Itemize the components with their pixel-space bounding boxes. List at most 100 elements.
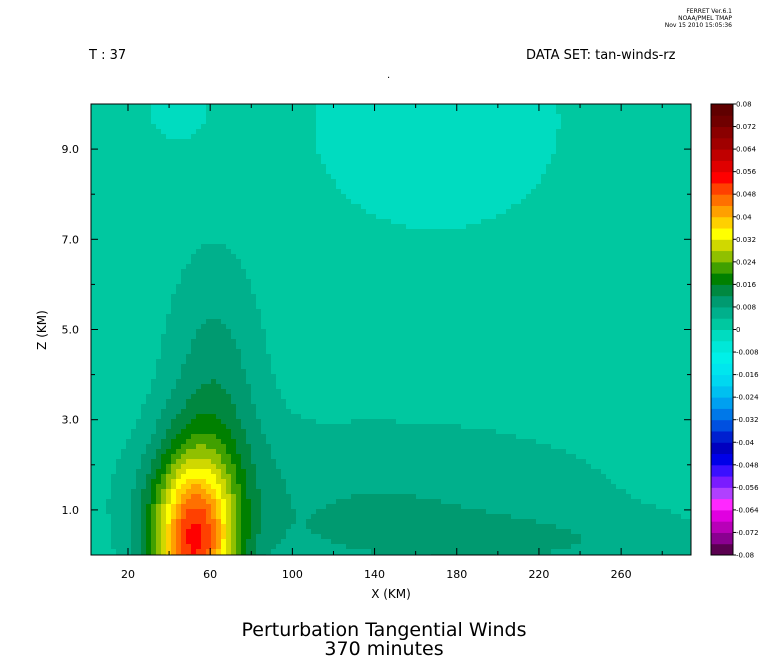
field-cell — [356, 164, 362, 170]
field-cell — [356, 109, 362, 115]
field-cell — [321, 299, 327, 305]
field-cell — [376, 249, 382, 255]
field-cell — [206, 294, 212, 300]
field-cell — [451, 159, 457, 165]
field-cell — [276, 234, 282, 240]
field-cell — [291, 144, 297, 150]
field-cell — [496, 249, 502, 255]
field-cell — [576, 159, 582, 165]
field-cell — [621, 204, 627, 210]
field-cell — [206, 104, 212, 110]
field-cell — [136, 134, 142, 140]
field-cell — [346, 304, 352, 310]
field-cell — [221, 109, 227, 115]
field-cell — [451, 279, 457, 285]
field-cell — [251, 159, 257, 165]
field-cell — [586, 229, 592, 235]
field-cell — [631, 114, 637, 120]
field-cell — [426, 169, 432, 175]
field-cell — [291, 249, 297, 255]
field-cell — [396, 159, 402, 165]
field-cell — [486, 234, 492, 240]
field-cell — [391, 184, 397, 190]
field-cell — [496, 159, 502, 165]
field-cell — [546, 214, 552, 220]
field-cell — [266, 174, 272, 180]
field-cell — [556, 214, 562, 220]
field-cell — [231, 104, 237, 110]
field-cell — [246, 219, 252, 225]
field-cell — [236, 284, 242, 290]
field-cell — [571, 134, 577, 140]
field-cell — [421, 219, 427, 225]
field-cell — [121, 289, 127, 295]
field-cell — [146, 214, 152, 220]
field-cell — [376, 304, 382, 310]
field-cell — [266, 254, 272, 260]
field-cell — [311, 239, 317, 245]
field-cell — [351, 144, 357, 150]
field-cell — [106, 124, 112, 130]
field-cell — [336, 259, 342, 265]
field-cell — [296, 139, 302, 145]
field-cell — [386, 134, 392, 140]
field-cell — [686, 219, 691, 225]
field-cell — [591, 294, 597, 300]
field-cell — [671, 184, 677, 190]
field-cell — [546, 259, 552, 265]
field-cell — [556, 234, 562, 240]
field-cell — [196, 129, 202, 135]
field-cell — [681, 219, 687, 225]
field-cell — [106, 229, 112, 235]
field-cell — [166, 294, 172, 300]
field-cell — [441, 119, 447, 125]
field-cell — [441, 164, 447, 170]
field-cell — [126, 279, 132, 285]
field-cell — [221, 149, 227, 155]
field-cell — [481, 239, 487, 245]
field-cell — [606, 234, 612, 240]
field-cell — [141, 289, 147, 295]
field-cell — [286, 139, 292, 145]
field-cell — [206, 309, 212, 315]
field-cell — [216, 284, 222, 290]
field-cell — [221, 114, 227, 120]
field-cell — [281, 144, 287, 150]
field-cell — [321, 114, 327, 120]
field-cell — [436, 149, 442, 155]
field-cell — [476, 274, 482, 280]
field-cell — [531, 144, 537, 150]
field-cell — [511, 224, 517, 230]
field-cell — [541, 249, 547, 255]
field-cell — [551, 139, 557, 145]
field-cell — [511, 189, 517, 195]
field-cell — [281, 264, 287, 270]
field-cell — [566, 254, 572, 260]
field-cell — [666, 224, 672, 230]
field-cell — [161, 309, 167, 315]
field-cell — [476, 154, 482, 160]
field-cell — [291, 154, 297, 160]
field-cell — [291, 294, 297, 300]
field-cell — [556, 104, 562, 110]
field-cell — [141, 129, 147, 135]
field-cell — [506, 289, 512, 295]
field-cell — [251, 209, 257, 215]
field-cell — [151, 199, 157, 205]
field-cell — [471, 184, 477, 190]
field-cell — [586, 124, 592, 130]
field-cell — [376, 124, 382, 130]
field-cell — [331, 109, 337, 115]
field-cell — [276, 309, 282, 315]
field-cell — [281, 194, 287, 200]
field-cell — [566, 184, 572, 190]
field-cell — [601, 109, 607, 115]
field-cell — [621, 259, 627, 265]
field-cell — [356, 174, 362, 180]
field-cell — [321, 309, 327, 315]
field-cell — [596, 169, 602, 175]
field-cell — [391, 234, 397, 240]
field-cell — [146, 194, 152, 200]
field-cell — [666, 304, 672, 310]
